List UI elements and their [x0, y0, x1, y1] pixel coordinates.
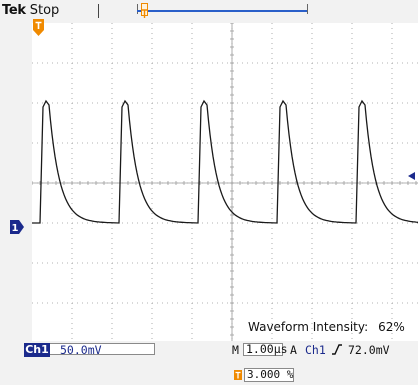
intensity-label: Waveform Intensity: [248, 320, 369, 334]
header-divider [98, 4, 99, 18]
waveform-graticule[interactable] [32, 23, 418, 341]
intensity-value: 62% [378, 320, 405, 334]
brand-logo: Tek [2, 3, 26, 18]
ch1-badge[interactable]: Ch1 [24, 343, 50, 357]
record-bar-right-edge [307, 4, 308, 14]
left-arrow-icon [408, 166, 418, 180]
rising-edge-icon [332, 344, 342, 355]
acquisition-status: Tek Stop [2, 3, 112, 20]
readout-bar: Ch1 50.0mV M 1.00µs A Ch1 72.0mV [24, 343, 418, 359]
timebase-scale[interactable]: 1.00µs [243, 343, 288, 356]
channel-marker-label: 1 [12, 223, 19, 234]
horizontal-position-value[interactable]: 3.000 % [244, 368, 294, 382]
record-bar-left-edge [137, 4, 138, 14]
trigger-level[interactable]: 72.0mV [348, 343, 390, 357]
trigger-position-T-icon[interactable] [33, 19, 44, 37]
record-length-bar [137, 10, 307, 12]
trigger-mode: A [290, 343, 297, 357]
trigger-source[interactable]: Ch1 [305, 343, 326, 357]
channel-1-waveform-trace [32, 99, 418, 224]
graticule-center-axes [32, 23, 418, 341]
record-position-marker-icon[interactable] [141, 3, 148, 18]
ch1-vertical-scale[interactable]: 50.0mV [50, 343, 155, 356]
channel-1-ground-marker-icon[interactable]: 1 [10, 219, 24, 234]
timebase-label: M [232, 343, 239, 357]
trigger-position-small-icon [234, 370, 242, 380]
run-stop-state: Stop [29, 3, 60, 18]
waveform-intensity-readout: Waveform Intensity: 62% [248, 320, 405, 334]
